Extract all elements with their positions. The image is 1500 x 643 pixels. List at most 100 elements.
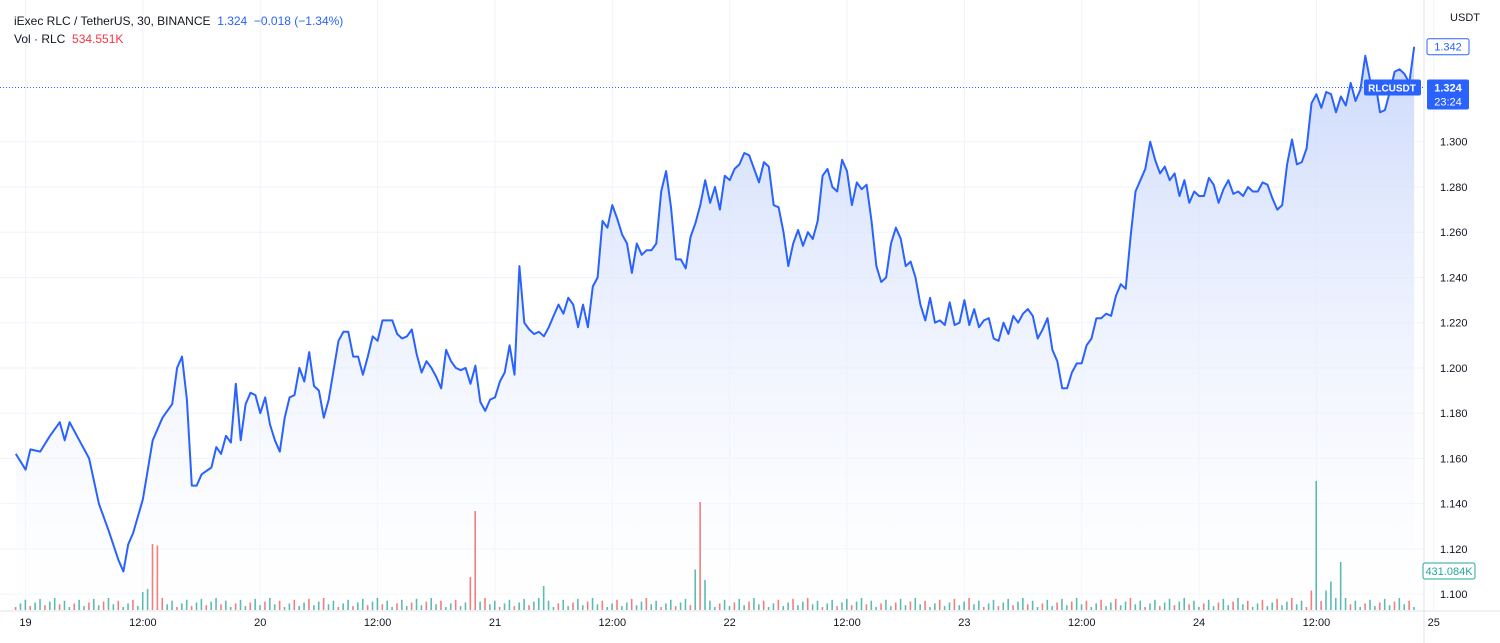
volume-bar bbox=[112, 604, 115, 610]
volume-bar bbox=[29, 606, 32, 610]
volume-bar bbox=[909, 601, 912, 610]
volume-bar bbox=[1036, 607, 1039, 610]
volume-bar bbox=[1413, 607, 1415, 610]
volume-bar bbox=[1354, 600, 1357, 610]
volume-bar bbox=[225, 600, 227, 610]
volume-bar bbox=[1374, 606, 1376, 610]
x-tick-label: 12:00 bbox=[129, 617, 157, 629]
volume-bar bbox=[1114, 598, 1117, 610]
volume-bar bbox=[758, 604, 760, 610]
y-tick-label: 1.160 bbox=[1440, 453, 1468, 465]
volume-bar bbox=[1031, 600, 1034, 610]
volume-bar bbox=[1207, 599, 1210, 610]
volume-bar bbox=[181, 603, 183, 610]
volume-bar bbox=[425, 601, 428, 610]
volume-bar bbox=[195, 602, 198, 610]
volume-bar bbox=[317, 601, 320, 610]
volume-bar bbox=[914, 598, 917, 610]
volume-bar bbox=[929, 607, 931, 610]
volume-bar bbox=[498, 607, 501, 610]
volume-bar bbox=[93, 598, 95, 610]
volume-bar bbox=[630, 598, 633, 610]
volume-bar bbox=[19, 603, 22, 610]
volume-bar bbox=[1408, 600, 1410, 610]
volume-bar bbox=[1163, 602, 1166, 610]
volume-bar bbox=[723, 599, 726, 610]
volume-bar bbox=[352, 606, 354, 610]
volume-bar bbox=[273, 604, 276, 610]
volume-bar bbox=[503, 603, 506, 610]
volume-bar bbox=[1198, 607, 1200, 610]
volume-bar bbox=[391, 607, 393, 610]
volume-bar bbox=[938, 599, 941, 610]
volume-bar bbox=[772, 603, 775, 610]
volume-bar bbox=[616, 599, 618, 610]
volume-bar bbox=[880, 603, 882, 610]
volume-bar bbox=[327, 604, 330, 610]
volume-bar bbox=[581, 605, 584, 610]
volume-bar bbox=[132, 599, 134, 610]
x-tick-label: 24 bbox=[1193, 617, 1205, 629]
volume-bar bbox=[1403, 604, 1406, 610]
volume-bar bbox=[102, 601, 105, 610]
volume-bar bbox=[1222, 598, 1225, 610]
volume-bar bbox=[122, 607, 124, 610]
volume-bar bbox=[176, 607, 178, 610]
volume-bar bbox=[445, 607, 447, 610]
volume-bar bbox=[1281, 605, 1283, 610]
volume-bar bbox=[533, 601, 535, 610]
volume-bar bbox=[117, 600, 120, 610]
volume-bar bbox=[1119, 605, 1122, 610]
y-tick-label: 1.140 bbox=[1440, 499, 1468, 511]
volume-bar bbox=[127, 603, 129, 610]
volume-bar bbox=[1124, 601, 1127, 610]
y-tick-label: 1.260 bbox=[1440, 227, 1468, 239]
volume-bar bbox=[586, 601, 589, 610]
volume-bar bbox=[855, 601, 858, 610]
volume-bar bbox=[205, 605, 208, 610]
volume-bar bbox=[1012, 605, 1014, 610]
volume-bar bbox=[665, 603, 667, 610]
volume-bar bbox=[1242, 604, 1244, 610]
volume-bar bbox=[254, 598, 256, 610]
volume-bar bbox=[694, 569, 697, 610]
volume-bar bbox=[1393, 601, 1396, 610]
volume-bar bbox=[489, 604, 491, 610]
y-tick-label: 1.120 bbox=[1440, 544, 1468, 556]
y-tick-label: 1.180 bbox=[1440, 408, 1468, 420]
volume-bar bbox=[1315, 481, 1318, 610]
volume-bar bbox=[396, 603, 398, 610]
volume-bar bbox=[870, 600, 873, 610]
volume-bar bbox=[14, 607, 17, 610]
volume-bar bbox=[767, 607, 770, 610]
volume-bar bbox=[249, 602, 252, 610]
volume-bar bbox=[919, 604, 921, 610]
volume-bar bbox=[430, 598, 432, 610]
y-tick-label: 1.200 bbox=[1440, 363, 1468, 375]
volume-bar bbox=[669, 599, 672, 610]
volume-bar bbox=[493, 600, 496, 610]
volume-bar bbox=[88, 602, 90, 610]
volume-bar bbox=[220, 604, 222, 610]
volume-bar bbox=[625, 602, 628, 610]
volume-bar bbox=[528, 605, 530, 610]
volume-bar bbox=[567, 606, 569, 610]
volume-bar bbox=[1305, 607, 1308, 610]
volume-bar bbox=[288, 603, 291, 610]
volume-bar bbox=[899, 598, 902, 610]
volume-bar bbox=[210, 601, 212, 610]
volume-bar bbox=[1300, 600, 1303, 610]
y-tick-label: 1.100 bbox=[1440, 589, 1468, 601]
volume-bar bbox=[1193, 600, 1195, 610]
ticker-label: RLCUSDT bbox=[1368, 83, 1416, 94]
volume-bar bbox=[821, 607, 824, 610]
volume-bar bbox=[269, 598, 271, 610]
volume-bar bbox=[1325, 590, 1327, 610]
x-tick-label: 25 bbox=[1428, 617, 1440, 629]
volume-bar bbox=[313, 605, 315, 610]
volume-bar bbox=[699, 502, 701, 610]
x-tick-label: 12:00 bbox=[599, 617, 627, 629]
volume-bar bbox=[1388, 605, 1391, 610]
volume-bar bbox=[484, 598, 486, 610]
